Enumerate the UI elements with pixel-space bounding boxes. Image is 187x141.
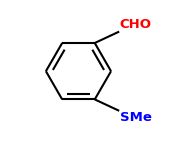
Text: CHO: CHO — [120, 18, 152, 31]
Text: SMe: SMe — [120, 111, 152, 124]
